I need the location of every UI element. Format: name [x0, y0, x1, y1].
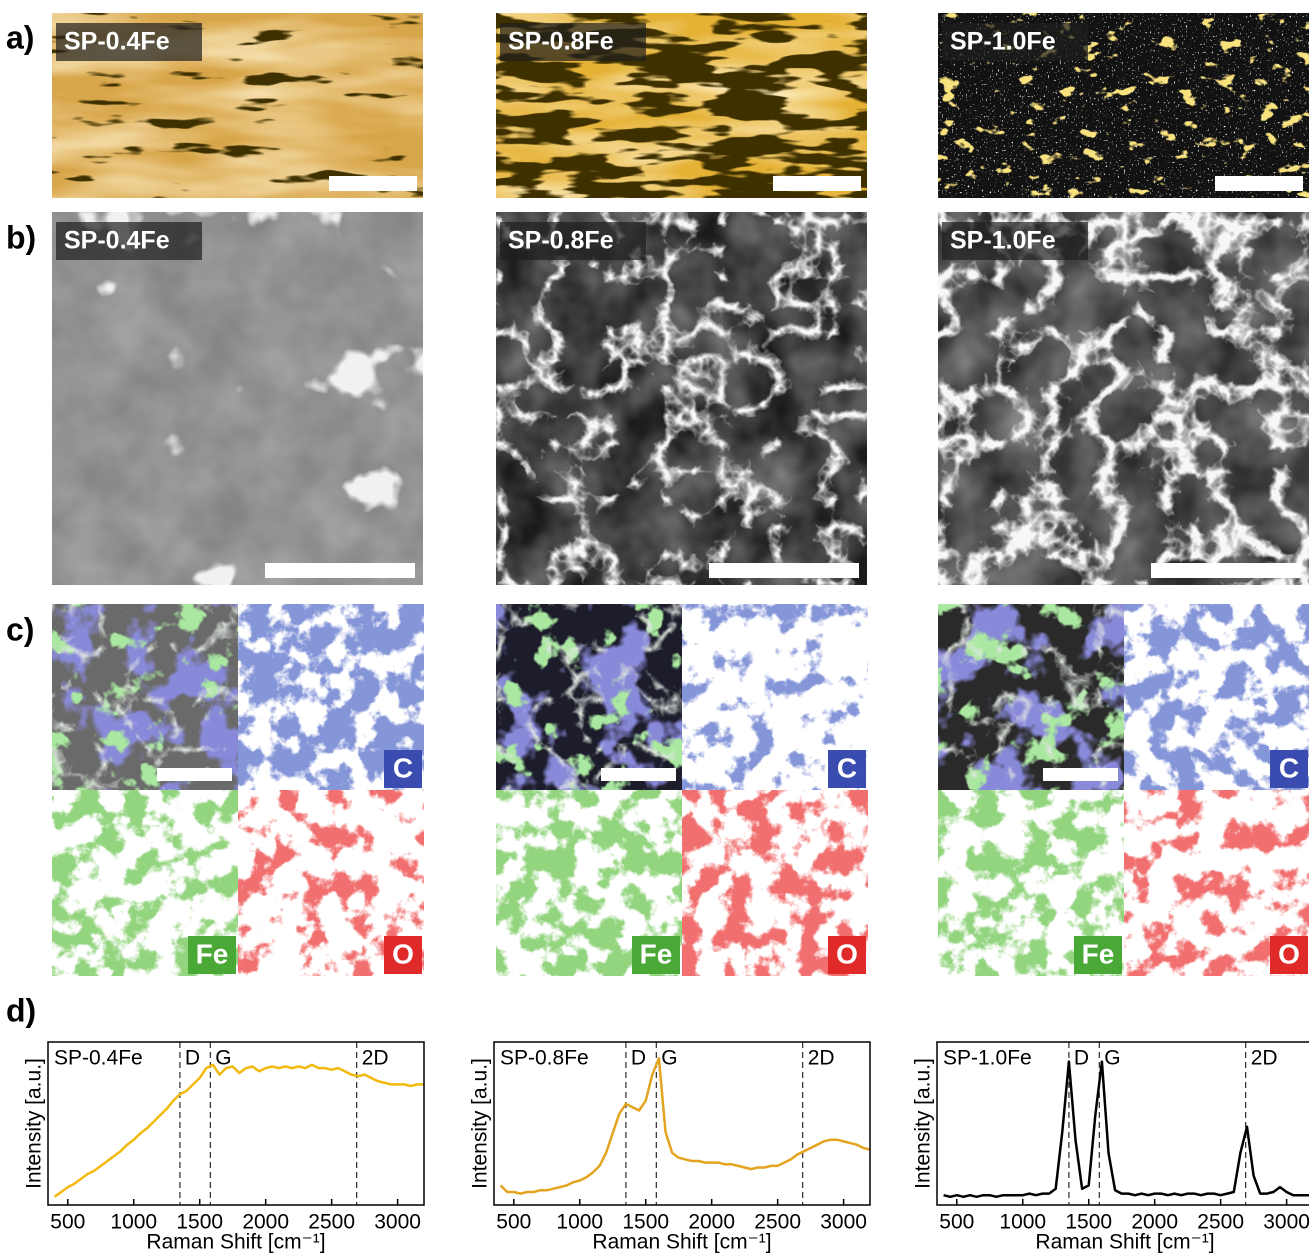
x-axis-label: Raman Shift [cm⁻¹] — [146, 1231, 325, 1254]
x-tick-label: 500 — [496, 1211, 531, 1234]
band-label: 2D — [808, 1047, 835, 1070]
y-axis-label: Intensity [a.u.] — [912, 1058, 935, 1189]
y-axis-label: Intensity [a.u.] — [23, 1058, 46, 1189]
element-label: Fe — [640, 938, 673, 969]
x-tick-label: 3000 — [820, 1211, 867, 1234]
scale-bar — [329, 176, 417, 191]
panel-label: c) — [6, 611, 34, 647]
scale-bar — [601, 768, 676, 781]
band-label: D — [185, 1047, 200, 1070]
band-label: 2D — [362, 1047, 389, 1070]
page: a) b) c) d) C Fe O C Fe O C Fe O SP-0.4Fe SP-0.4Fe… — [0, 0, 1309, 1255]
scale-bar — [773, 176, 861, 191]
band-label: D — [631, 1047, 646, 1070]
element-label: O — [836, 938, 858, 969]
panel-label: d) — [6, 992, 36, 1028]
scale-bar — [1043, 768, 1118, 781]
scale-bar — [1151, 563, 1301, 578]
y-axis-label: Intensity [a.u.] — [469, 1058, 492, 1189]
scale-bar — [157, 768, 232, 781]
sample-label: SP-0.8Fe — [508, 28, 614, 56]
sample-label: SP-1.0Fe — [950, 227, 1056, 255]
sample-label: SP-0.4Fe — [64, 28, 170, 56]
x-tick-label: 3000 — [374, 1211, 421, 1234]
x-tick-label: 3000 — [1263, 1211, 1309, 1234]
element-label: Fe — [196, 938, 229, 969]
element-label: C — [837, 752, 857, 783]
eds-overlay-texture — [496, 604, 682, 790]
band-label: G — [1104, 1047, 1120, 1070]
element-label: C — [393, 752, 413, 783]
panel-label: a) — [6, 19, 34, 55]
element-label: O — [1278, 938, 1300, 969]
element-label: Fe — [1082, 938, 1115, 969]
chart-title: SP-1.0Fe — [943, 1047, 1032, 1070]
x-tick-label: 500 — [50, 1211, 85, 1234]
x-axis-label: Raman Shift [cm⁻¹] — [1035, 1231, 1214, 1254]
sample-label: SP-0.8Fe — [508, 227, 614, 255]
eds-overlay-texture — [52, 604, 238, 790]
band-label: D — [1074, 1047, 1089, 1070]
band-label: 2D — [1251, 1047, 1278, 1070]
x-axis-label: Raman Shift [cm⁻¹] — [592, 1231, 771, 1254]
sample-label: SP-0.4Fe — [64, 227, 170, 255]
scale-bar — [709, 563, 859, 578]
eds-overlay-texture — [938, 604, 1124, 790]
panel-label: b) — [6, 219, 36, 255]
scale-bar — [265, 563, 415, 578]
element-label: C — [1279, 752, 1299, 783]
sem-image-texture — [52, 212, 423, 585]
x-tick-label: 500 — [939, 1211, 974, 1234]
sem-image-texture — [496, 212, 867, 585]
scale-bar — [1215, 176, 1303, 191]
figure: a) b) c) d) C Fe O C Fe O C Fe O SP-0.4Fe SP-0.4Fe… — [0, 0, 1309, 1255]
sem-image-texture — [938, 212, 1309, 585]
element-label: O — [392, 938, 414, 969]
chart-title: SP-0.4Fe — [54, 1047, 143, 1070]
chart-title: SP-0.8Fe — [500, 1047, 589, 1070]
band-label: G — [661, 1047, 677, 1070]
sample-label: SP-1.0Fe — [950, 28, 1056, 56]
